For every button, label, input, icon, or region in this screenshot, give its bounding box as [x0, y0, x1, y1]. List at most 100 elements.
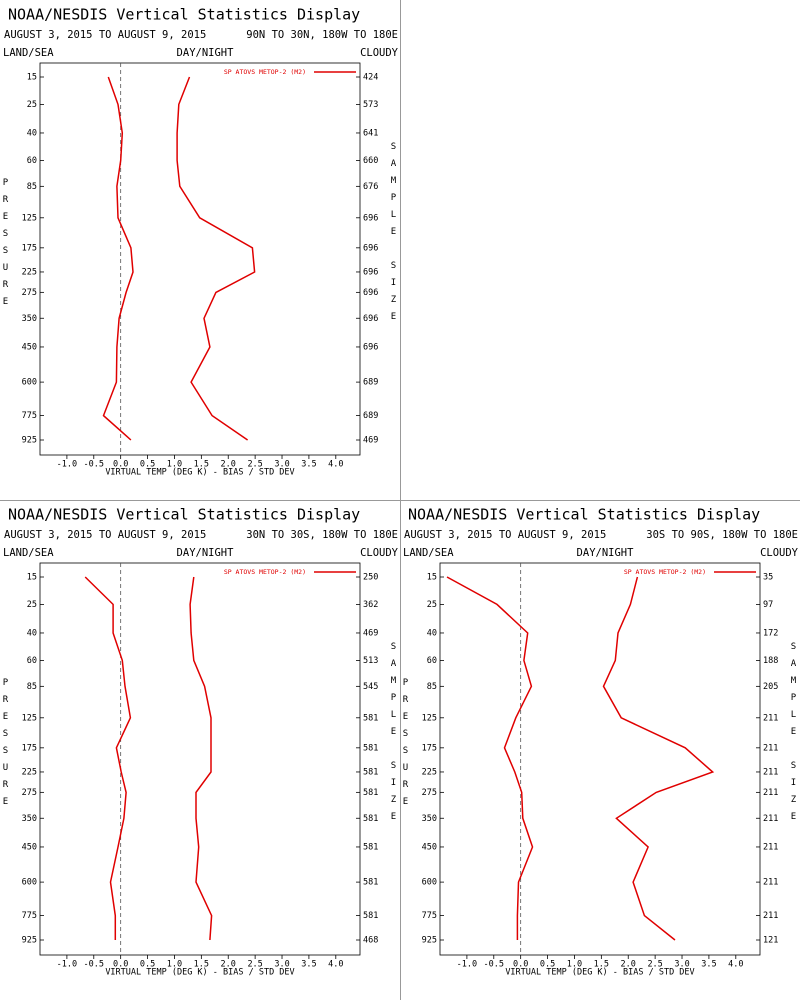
y-tick-label: 85: [27, 182, 37, 192]
chart-title: NOAA/NESDIS Vertical Statistics Display: [408, 506, 760, 524]
y-tick-label: 350: [22, 814, 37, 824]
y-tick-label: 600: [22, 878, 37, 888]
y2-axis-label: SAMPLE SIZE: [389, 642, 399, 829]
y-tick-label: 350: [422, 814, 437, 824]
y-tick-label: 225: [22, 267, 37, 277]
plot-frame: [39, 562, 361, 956]
subtitle: AUGUST 3, 2015 TO AUGUST 9, 2015: [4, 29, 206, 41]
legend-label: SP ATOVS METOP-2 (M2): [224, 568, 306, 576]
sample-size: 469: [363, 628, 378, 638]
cloudy: CLOUDY: [360, 547, 399, 559]
y-tick-label: 225: [22, 767, 37, 777]
x-tick-label: -1.0: [57, 460, 77, 470]
cloudy: CLOUDY: [360, 47, 399, 59]
sample-size: 424: [363, 73, 378, 83]
sample-size: 696: [363, 267, 378, 277]
x-tick-label: -1.0: [57, 960, 77, 970]
y-tick-label: 25: [27, 100, 37, 110]
chart-title: NOAA/NESDIS Vertical Statistics Display: [8, 6, 360, 24]
sample-size: 696: [363, 213, 378, 223]
day-night: DAY/NIGHT: [177, 547, 235, 559]
x-tick-label: 2.5: [247, 460, 262, 470]
cloudy: CLOUDY: [760, 547, 799, 559]
sample-size: 513: [363, 656, 378, 666]
sample-size: 97: [763, 600, 773, 610]
x-tick-label: 1.0: [167, 960, 182, 970]
y-axis-label: PRESSURE: [1, 178, 11, 314]
chart-title: NOAA/NESDIS Vertical Statistics Display: [8, 506, 360, 524]
x-tick-label: 2.0: [221, 460, 236, 470]
sample-size: 573: [363, 100, 378, 110]
y-tick-label: 775: [422, 911, 437, 921]
sample-size: 211: [763, 814, 778, 824]
y-tick-label: 125: [22, 213, 37, 223]
sample-size: 641: [363, 128, 378, 138]
x-axis-label: VIRTUAL TEMP (DEG K) - BIAS / STD DEV: [505, 968, 694, 978]
y-tick-label: 925: [22, 936, 37, 946]
y-tick-label: 175: [22, 743, 37, 753]
chart-panel: NOAA/NESDIS Vertical Statistics Display A…: [401, 506, 799, 978]
bias-line: [102, 76, 134, 441]
sample-size: 205: [763, 682, 778, 692]
x-tick-label: -0.5: [84, 460, 104, 470]
x-tick-label: 2.0: [621, 960, 636, 970]
sample-size: 581: [363, 814, 378, 824]
x-tick-label: 1.0: [167, 460, 182, 470]
chart-panel: NOAA/NESDIS Vertical Statistics Display A…: [1, 6, 399, 478]
sample-size: 696: [363, 243, 378, 253]
sample-size: 121: [763, 936, 778, 946]
y2-axis-label: SAMPLE SIZE: [389, 142, 399, 329]
std-dev-line: [602, 576, 715, 941]
y2-axis-label: SAMPLE SIZE: [789, 642, 799, 829]
bias-line: [84, 576, 132, 940]
y-tick-label: 175: [422, 743, 437, 753]
y-tick-label: 40: [427, 628, 437, 638]
day-night: DAY/NIGHT: [577, 547, 635, 559]
y-tick-label: 85: [427, 682, 437, 692]
legend-label: SP ATOVS METOP-2 (M2): [624, 568, 706, 576]
y-tick-label: 450: [22, 842, 37, 852]
sample-size: 211: [763, 713, 778, 723]
y-tick-label: 925: [422, 936, 437, 946]
land-sea: LAND/SEA: [3, 47, 54, 59]
sample-size: 581: [363, 743, 378, 753]
x-tick-label: 0.0: [513, 960, 528, 970]
subtitle: AUGUST 3, 2015 TO AUGUST 9, 2015: [4, 529, 206, 541]
x-tick-label: -1.0: [457, 960, 477, 970]
y-tick-label: 40: [27, 628, 37, 638]
sample-size: 696: [363, 342, 378, 352]
y-tick-label: 175: [22, 243, 37, 253]
sample-size: 211: [763, 743, 778, 753]
x-tick-label: 3.5: [301, 960, 316, 970]
plot-frame: [39, 62, 361, 456]
sample-size: 211: [763, 842, 778, 852]
y-tick-label: 275: [22, 288, 37, 298]
y-tick-label: 25: [27, 600, 37, 610]
legend-label: SP ATOVS METOP-2 (M2): [224, 68, 306, 76]
x-tick-label: 0.5: [540, 960, 555, 970]
sample-size: 660: [363, 156, 378, 166]
x-tick-label: 3.5: [301, 460, 316, 470]
y-tick-label: 15: [427, 573, 437, 583]
y-axis-label: PRESSURE: [401, 678, 411, 814]
x-tick-label: 0.5: [140, 960, 155, 970]
y-tick-label: 450: [422, 842, 437, 852]
land-sea: LAND/SEA: [403, 547, 454, 559]
region: 30S TO 90S, 180W TO 180E: [646, 529, 798, 541]
y-tick-label: 15: [27, 573, 37, 583]
y-tick-label: 40: [27, 128, 37, 138]
y-tick-label: 350: [22, 314, 37, 324]
sample-size: 172: [763, 628, 778, 638]
chart-panel: NOAA/NESDIS Vertical Statistics Display A…: [1, 506, 399, 978]
sample-size: 469: [363, 436, 378, 446]
y-axis-label: PRESSURE: [1, 678, 11, 814]
x-tick-label: 4.0: [328, 960, 343, 970]
sample-size: 689: [363, 378, 378, 388]
x-tick-label: 0.5: [140, 460, 155, 470]
x-tick-label: 1.5: [594, 960, 609, 970]
std-dev-line: [176, 76, 256, 441]
x-tick-label: 1.5: [194, 960, 209, 970]
y-tick-label: 25: [427, 600, 437, 610]
x-tick-label: 2.0: [221, 960, 236, 970]
